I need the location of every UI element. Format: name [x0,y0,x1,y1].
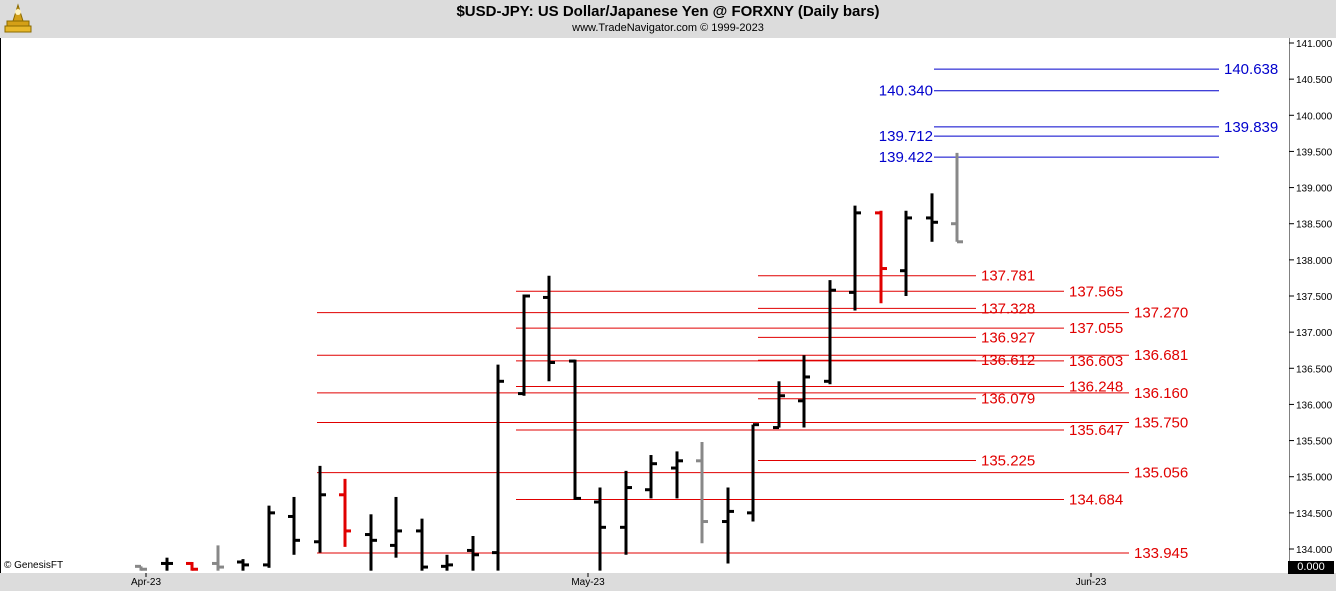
level-label: 136.248 [1069,379,1123,396]
y-tick-label: 139.500 [1296,147,1333,158]
level-label: 136.603 [1069,353,1123,370]
y-tick-label: 137.000 [1296,328,1333,339]
level-label: 135.056 [1134,465,1188,482]
y-tick-label: 140.000 [1296,111,1333,122]
level-label: 135.750 [1134,415,1188,432]
plot-area[interactable]: 140.638 140.340 139.839 139.712 139.422 137.7… [0,38,1290,573]
y-axis-ticks: 134.000 134.500 135.000 135.500 136.000 136.5… [1289,38,1333,573]
level-label: 139.712 [879,128,933,145]
x-tick-label: Apr-23 [131,577,161,588]
level-label: 133.945 [1134,545,1188,562]
level-label: 134.684 [1069,492,1123,509]
level-label: 136.927 [981,329,1035,346]
level-label: 137.781 [981,268,1035,285]
ohlc-bar [467,535,479,571]
ohlc-bar [416,518,428,571]
ohlc-bar [951,152,963,244]
level-label: 135.225 [981,452,1035,469]
ohlc-bar [747,423,759,522]
ohlc-bar [288,496,300,555]
x-tick-label: May-23 [571,577,605,588]
y-tick-label: 134.500 [1296,509,1333,520]
chart-title: $USD-JPY: US Dollar/Japanese Yen @ FORXN… [456,3,880,20]
ohlc-bar [645,455,657,499]
copyright-label: © GenesisFT [4,560,64,571]
ohlc-bar [237,559,249,571]
ohlc-bar [186,561,198,571]
ohlc-bar [135,564,147,571]
level-label: 136.079 [981,391,1035,408]
ohlc-bar [875,210,887,304]
title-bar: $USD-JPY: US Dollar/Japanese Yen @ FORXN… [0,0,1336,38]
zero-value-box: 0.000 [1288,561,1334,574]
ohlc-bar [671,451,683,499]
level-label: 137.565 [1069,283,1123,300]
price-chart: 140.638 140.340 139.839 139.712 139.422 137.7… [135,61,1278,571]
level-label: 137.270 [1134,305,1188,322]
level-label: 137.328 [981,300,1035,317]
ohlc-bar [824,280,836,385]
ohlc-bar [620,470,632,555]
ohlc-bar [339,478,351,547]
y-tick-label: 134.000 [1296,545,1333,556]
ohlc-bar [722,487,734,564]
y-tick-label: 136.000 [1296,400,1333,411]
level-label: 136.160 [1134,385,1188,402]
ohlc-bar [926,193,938,242]
ohlc-bar [900,210,912,296]
y-tick-label: 139.000 [1296,184,1333,195]
ohlc-bar [518,294,530,396]
y-tick-label: 135.000 [1296,473,1333,484]
ohlc-bar [849,205,861,311]
level-label: 136.681 [1134,347,1188,364]
ohlc-bar [441,554,453,571]
x-tick-label: Jun-23 [1076,577,1107,588]
ohlc-bar [798,355,810,428]
y-tick-label: 138.000 [1296,256,1333,267]
ohlc-bar [594,487,606,571]
x-axis: Apr-23 May-23 Jun-23 [0,573,1336,591]
level-label: 137.055 [1069,320,1123,337]
y-axis: 134.000 134.500 135.000 135.500 136.000 136.5… [1289,38,1336,573]
x-axis-ticks: Apr-23 May-23 Jun-23 [131,573,1107,588]
y-tick-label: 141.000 [1296,39,1333,50]
trader-figure-logo-icon [4,3,32,33]
y-tick-label: 137.500 [1296,292,1333,303]
ohlc-bar [492,364,504,571]
ohlc-bar [569,359,581,500]
ohlc-bar [773,381,785,430]
ohlc-bar [314,465,326,553]
ohlc-bar [212,545,224,571]
y-tick-label: 135.500 [1296,437,1333,448]
y-tick-label: 140.500 [1296,75,1333,86]
ohlc-bar [543,275,555,382]
level-label: 139.422 [879,149,933,166]
ohlc-bar [263,505,275,568]
level-label: 140.340 [879,83,933,100]
y-tick-label: 138.500 [1296,220,1333,231]
ohlc-bar [390,496,402,558]
y-tick-label: 136.500 [1296,364,1333,375]
level-label: 135.647 [1069,422,1123,439]
level-label: 139.839 [1224,119,1278,136]
ohlc-bar [365,514,377,571]
ohlc-bar [161,557,173,571]
level-label: 140.638 [1224,61,1278,78]
ohlc-bar [696,442,708,544]
chart-subtitle: www.TradeNavigator.com © 1999-2023 [572,22,764,34]
